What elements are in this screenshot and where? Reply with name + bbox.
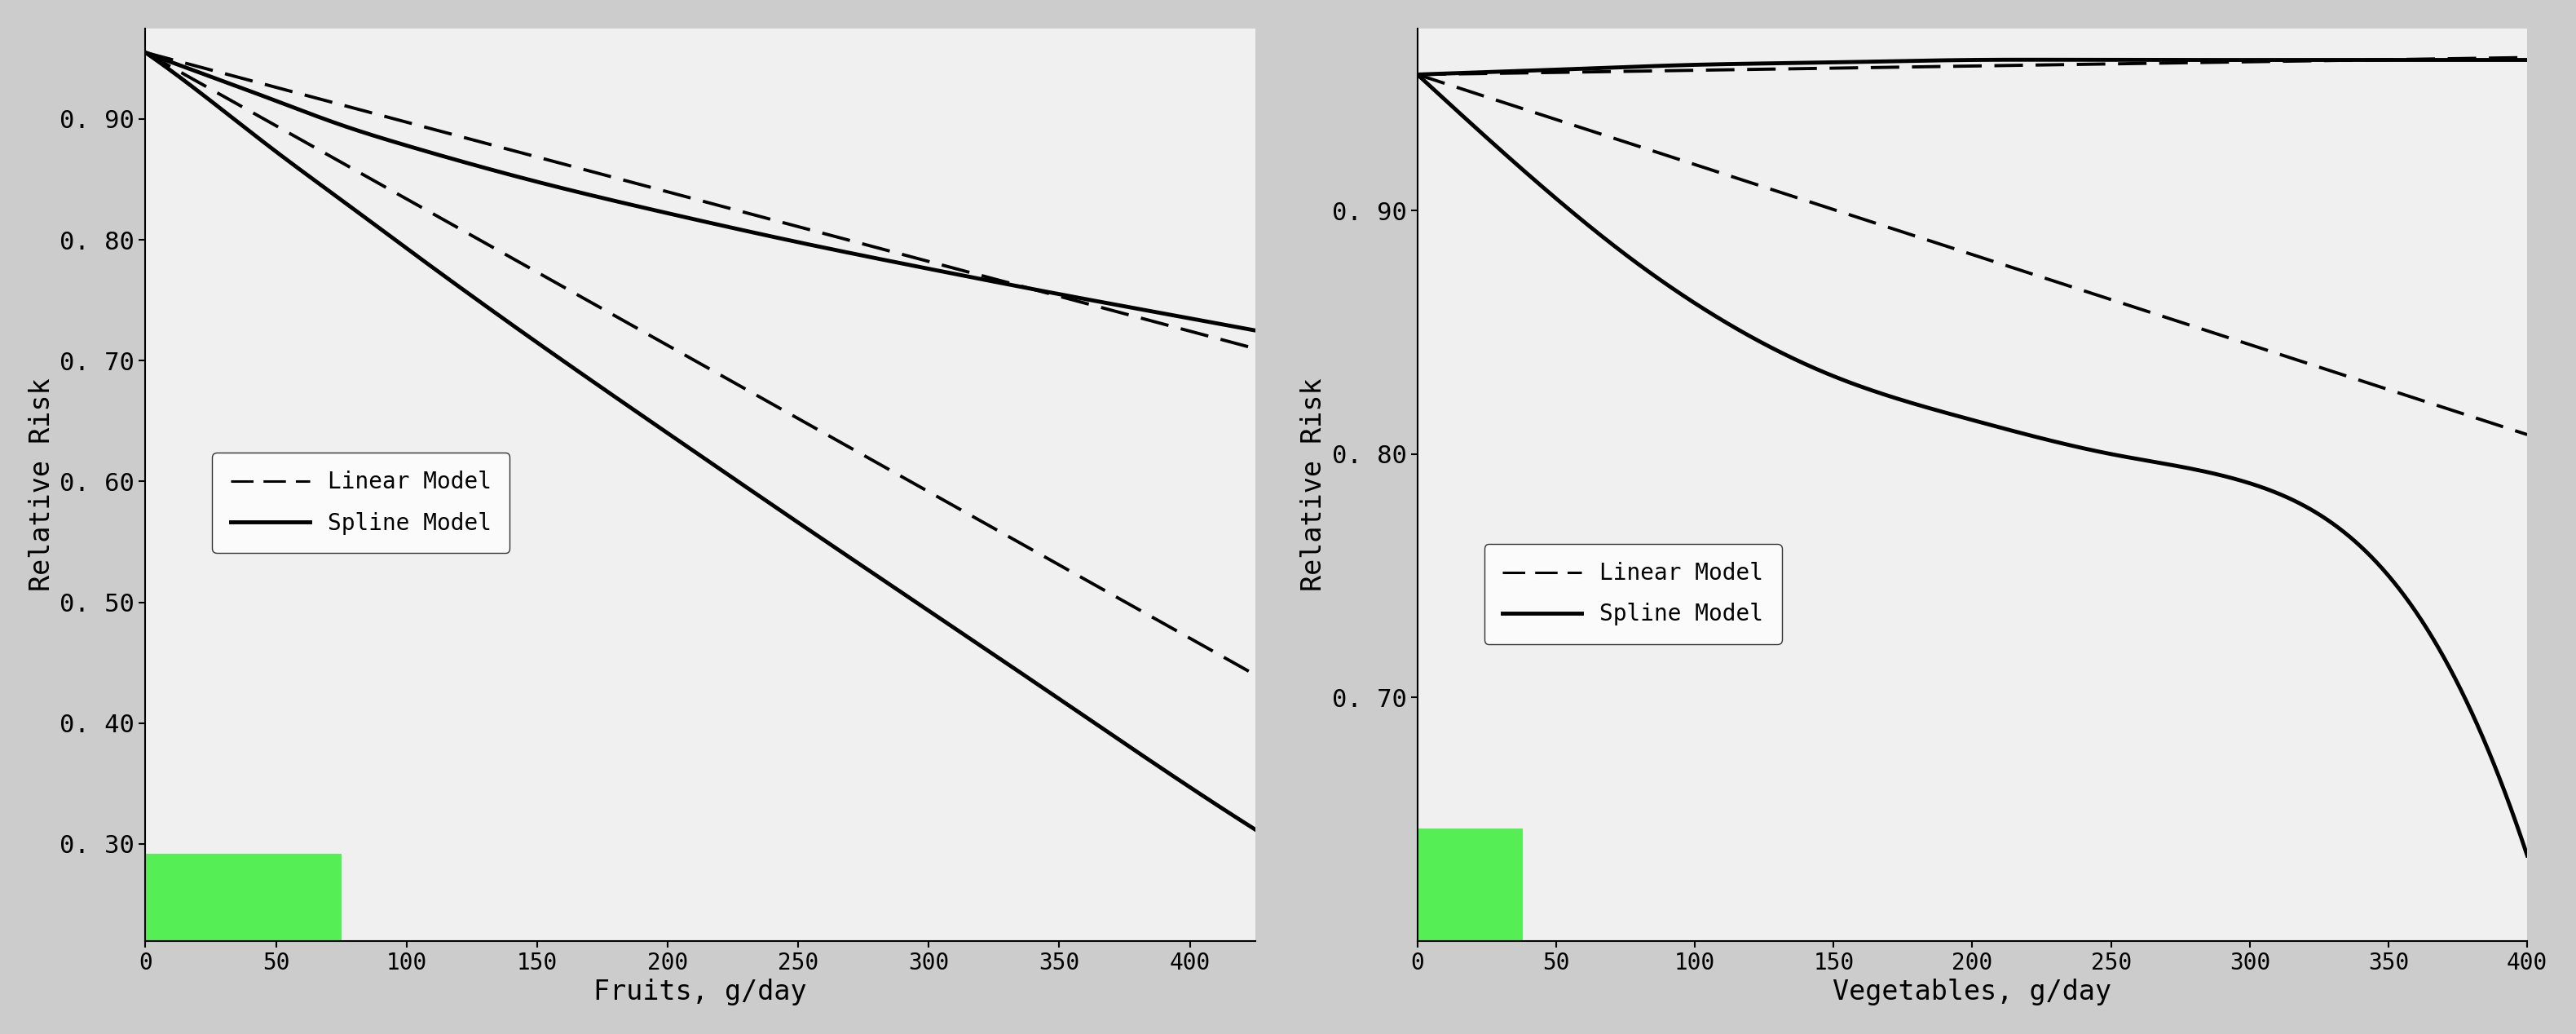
Legend: Linear Model, Spline Model: Linear Model, Spline Model	[211, 453, 510, 553]
X-axis label: Fruits, g/day: Fruits, g/day	[592, 979, 806, 1006]
Y-axis label: Relative Risk: Relative Risk	[1301, 377, 1327, 591]
Legend: Linear Model, Spline Model: Linear Model, Spline Model	[1484, 544, 1783, 644]
Y-axis label: Relative Risk: Relative Risk	[28, 377, 54, 591]
X-axis label: Vegetables, g/day: Vegetables, g/day	[1834, 979, 2112, 1006]
Bar	[1417, 828, 1522, 941]
Bar	[144, 854, 340, 941]
